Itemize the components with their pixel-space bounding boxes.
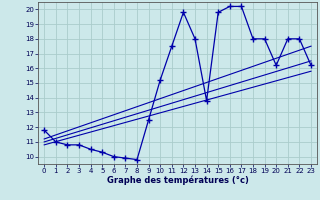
X-axis label: Graphe des températures (°c): Graphe des températures (°c): [107, 176, 249, 185]
